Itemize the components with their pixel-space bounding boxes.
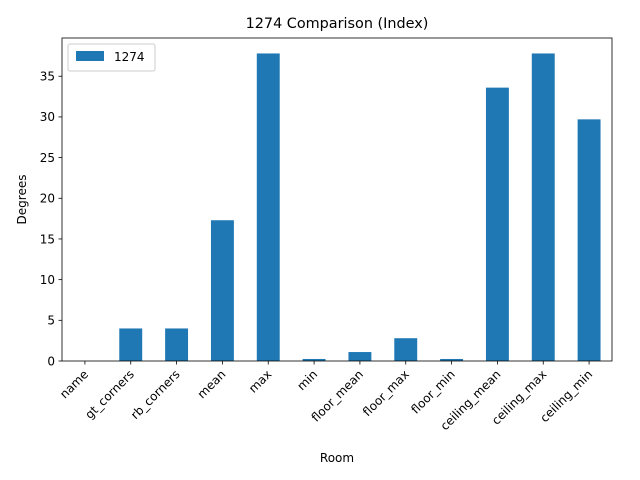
x-tick-label: rb_corners bbox=[128, 367, 183, 422]
y-tick-label: 10 bbox=[40, 273, 55, 287]
chart-title: 1274 Comparison (Index) bbox=[246, 16, 429, 32]
bar-floor-max bbox=[394, 338, 418, 361]
y-axis: 0 5 10 15 20 25 30 35 bbox=[40, 70, 62, 368]
bar-ceiling-max bbox=[531, 53, 555, 362]
bar-rb-corners bbox=[165, 328, 189, 361]
x-tick-label: mean bbox=[195, 367, 229, 401]
bar-mean bbox=[210, 220, 234, 361]
x-axis-label: Room bbox=[320, 451, 354, 465]
legend-box bbox=[67, 43, 156, 72]
legend: 1274 bbox=[67, 43, 156, 72]
bar-min bbox=[302, 358, 326, 361]
bars-group bbox=[119, 53, 601, 362]
bar-max bbox=[256, 53, 280, 362]
legend-swatch bbox=[76, 51, 104, 61]
y-tick-label: 0 bbox=[47, 354, 55, 368]
y-tick-label: 35 bbox=[40, 70, 55, 84]
bar-ceiling-mean bbox=[485, 87, 509, 361]
x-tick-label: name bbox=[57, 367, 91, 401]
y-tick-label: 20 bbox=[40, 192, 55, 206]
bar-floor-min bbox=[440, 358, 464, 361]
y-tick-label: 25 bbox=[40, 151, 55, 165]
plot-frame bbox=[61, 37, 613, 362]
y-tick-label: 30 bbox=[40, 110, 55, 124]
bar-gt-corners bbox=[119, 328, 143, 361]
x-tick-label: floor_max bbox=[360, 367, 412, 419]
bar-floor-mean bbox=[348, 352, 372, 361]
x-tick-label: max bbox=[246, 367, 274, 395]
x-tick-label: min bbox=[294, 367, 320, 393]
bar-ceiling-min bbox=[577, 119, 601, 361]
legend-label: 1274 bbox=[114, 50, 145, 64]
y-axis-label: Degrees bbox=[15, 175, 29, 225]
y-tick-label: 5 bbox=[47, 314, 55, 328]
y-tick-label: 15 bbox=[40, 232, 55, 246]
